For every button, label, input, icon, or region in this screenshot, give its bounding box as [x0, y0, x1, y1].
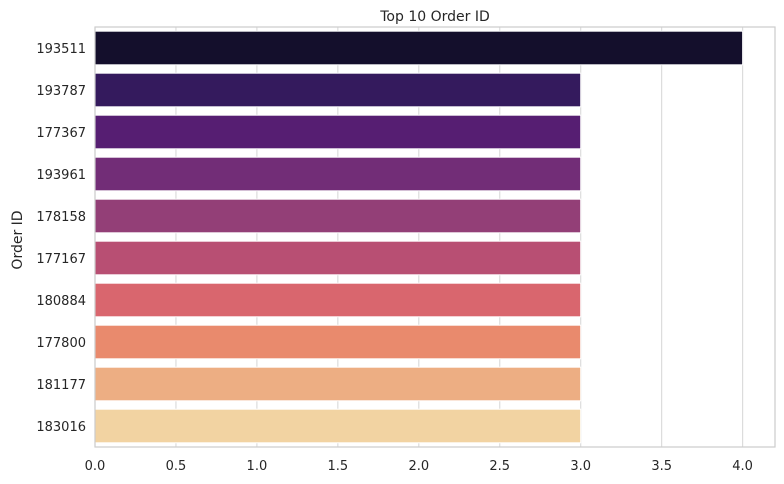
bar-178158 [94, 198, 582, 234]
plot-frame [94, 26, 776, 448]
x-tick-labels: 0.0 0.5 1.0 1.5 2.0 2.5 3.0 3.5 4.0 [85, 459, 753, 474]
y-tick-label: 177167 [36, 252, 86, 267]
bar-181177 [94, 366, 582, 402]
x-tick-label: 4.0 [732, 459, 753, 474]
y-tick-label: 193511 [36, 42, 86, 57]
y-tick-label: 177800 [36, 336, 86, 351]
y-tick-label: 193787 [36, 84, 86, 99]
bar-193961 [94, 156, 582, 192]
x-tick-label: 1.0 [247, 459, 268, 474]
y-tick-labels: 193511 193787 177367 193961 178158 177167 1808… [36, 42, 86, 435]
bar-177800 [94, 324, 582, 360]
y-tick-label: 177367 [36, 126, 86, 141]
bar-193787 [94, 72, 582, 108]
y-tick-label: 181177 [36, 378, 86, 393]
bar-180884 [94, 282, 582, 318]
y-tick-label: 178158 [36, 210, 86, 225]
x-tick-label: 1.5 [328, 459, 349, 474]
y-tick-label: 183016 [36, 420, 86, 435]
x-tick-label: 3.5 [651, 459, 672, 474]
y-tick-label: 180884 [36, 294, 86, 309]
bars [94, 30, 744, 444]
y-tick-label: 193961 [36, 168, 86, 183]
x-tick-label: 3.0 [570, 459, 591, 474]
bar-183016 [94, 408, 582, 444]
bar-177367 [94, 114, 582, 150]
x-tick-label: 2.0 [408, 459, 429, 474]
x-tick-label: 2.5 [489, 459, 510, 474]
chart-title: Top 10 Order ID [379, 9, 489, 25]
x-tick-label: 0.0 [85, 459, 106, 474]
x-tick-label: 0.5 [166, 459, 187, 474]
bar-193511 [94, 30, 744, 66]
y-axis-label: Order ID [10, 210, 26, 269]
bar-177167 [94, 240, 582, 276]
